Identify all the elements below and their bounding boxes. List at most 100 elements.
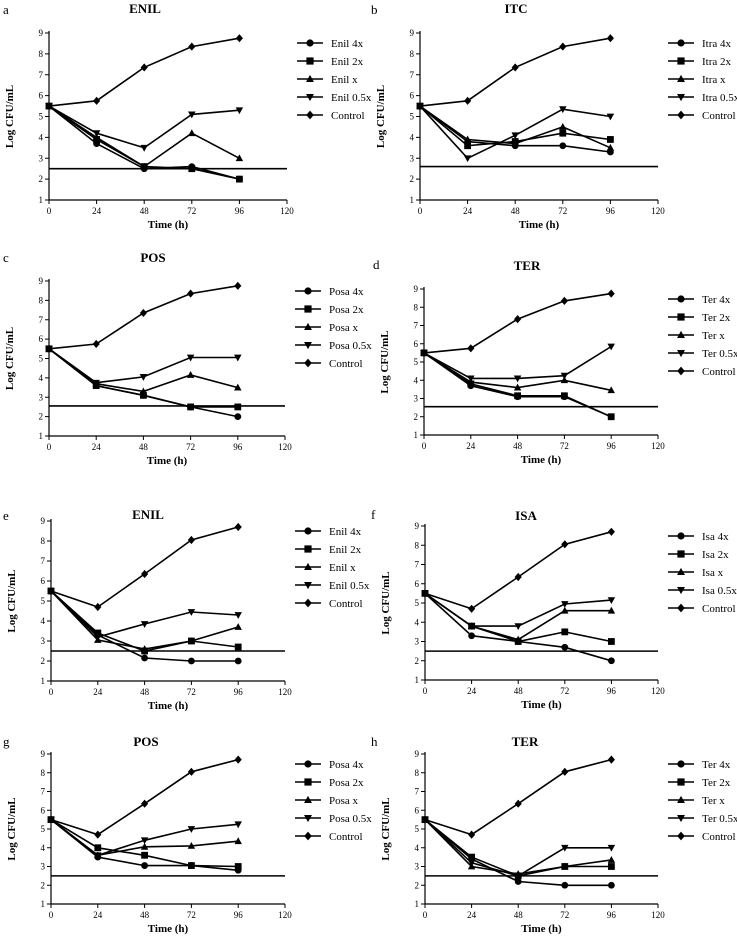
data-point (468, 632, 475, 640)
legend-marker (304, 598, 312, 608)
x-tick-label: 24 (467, 910, 477, 920)
series-line (48, 105, 240, 168)
panel-f: f ISA 1 2 3 4 5 6 7 8 9 0 24 48 72 96 120 Time (h) Log CFU… (371, 507, 737, 711)
legend-marker (304, 831, 312, 841)
data-point (468, 853, 475, 861)
legend-label: Isa x (702, 567, 724, 579)
y-tick-label: 4 (39, 132, 44, 142)
legend-marker (304, 795, 312, 804)
series-3 (47, 816, 242, 860)
data-point (186, 354, 195, 362)
y-tick-label: 5 (414, 357, 419, 367)
data-point (234, 612, 242, 619)
data-point (234, 281, 242, 290)
legend-label: Control (702, 831, 736, 843)
legend-label: Control (329, 598, 363, 610)
y-tick-label: 4 (39, 373, 44, 383)
x-tick-label: 24 (93, 687, 103, 697)
y-tick-label: 8 (41, 768, 46, 778)
data-point (559, 142, 567, 150)
legend-label: Ter 0.5x (702, 348, 737, 360)
y-tick-label: 4 (41, 616, 46, 626)
data-point (140, 645, 149, 652)
legend-marker (677, 778, 685, 786)
data-point (561, 862, 569, 870)
y-axis-label: Log CFU/mL (380, 571, 392, 634)
legend-label: Control (331, 110, 365, 122)
data-point (560, 376, 569, 384)
series-1 (47, 587, 242, 655)
y-tick-label: 3 (41, 636, 46, 646)
series-2 (416, 102, 615, 151)
data-point (94, 844, 102, 852)
data-point (140, 842, 149, 850)
series-0 (416, 102, 614, 156)
legend-label: Enil x (329, 562, 356, 574)
data-point (561, 606, 569, 614)
data-point (234, 354, 242, 362)
data-point (187, 535, 195, 545)
y-axis-label: Log CFU/mL (6, 569, 18, 632)
y-tick-label: 9 (39, 276, 44, 286)
data-point (94, 830, 102, 839)
data-point (187, 289, 195, 298)
y-axis-label: Log CFU/mL (380, 797, 392, 860)
data-point (514, 392, 521, 400)
legend: Isa 4x Isa 2x Isa x Isa 0.5x Control (668, 531, 737, 615)
y-tick-label: 6 (415, 805, 420, 815)
x-tick-label: 0 (49, 687, 54, 697)
legend-label: Posa x (329, 322, 359, 334)
legend-marker (677, 567, 685, 576)
legend-marker (677, 814, 685, 823)
series-4 (45, 34, 243, 111)
data-point (139, 308, 147, 318)
x-tick-label: 24 (466, 441, 476, 451)
y-tick-label: 1 (41, 676, 46, 686)
y-tick-label: 6 (415, 579, 420, 589)
legend-label: Isa 4x (702, 531, 729, 543)
legend-marker (677, 532, 685, 540)
x-tick-label: 72 (187, 206, 196, 216)
data-point (140, 144, 148, 152)
y-tick-label: 2 (41, 656, 46, 666)
data-point (511, 139, 519, 147)
y-tick-label: 4 (415, 617, 420, 627)
data-point (94, 852, 102, 860)
data-point (141, 851, 148, 859)
data-point (420, 348, 428, 357)
panel-letter: c (3, 250, 9, 265)
legend-label: Posa 0.5x (329, 813, 372, 825)
legend-label: Posa 4x (329, 286, 364, 298)
data-point (607, 597, 616, 605)
data-point (235, 34, 243, 43)
data-point (608, 881, 615, 889)
series-line (423, 345, 612, 380)
data-point (464, 96, 472, 105)
x-tick-label: 96 (234, 687, 244, 697)
data-point (467, 623, 476, 631)
x-tick-label: 72 (560, 910, 569, 920)
y-tick-label: 5 (39, 112, 44, 122)
x-tick-label: 120 (651, 441, 665, 451)
legend-marker (304, 581, 312, 590)
series-2 (47, 815, 242, 859)
legend-label: Ter x (702, 795, 725, 807)
x-tick-label: 48 (140, 206, 150, 216)
x-tick-label: 96 (606, 206, 616, 216)
data-point (607, 844, 616, 852)
panel-title: ITC (504, 1, 527, 16)
series-3 (420, 343, 615, 383)
data-point (45, 344, 53, 353)
y-tick-label: 1 (39, 195, 44, 205)
x-tick-label: 72 (560, 686, 569, 696)
legend-marker (677, 110, 685, 120)
y-tick-label: 2 (414, 412, 419, 422)
legend-marker (304, 322, 312, 331)
y-tick-label: 6 (39, 91, 44, 101)
data-point (561, 392, 568, 400)
y-tick-label: 6 (410, 91, 415, 101)
data-point (607, 755, 615, 764)
data-point (141, 799, 149, 808)
x-tick-label: 48 (513, 441, 523, 451)
y-tick-label: 3 (415, 637, 420, 647)
